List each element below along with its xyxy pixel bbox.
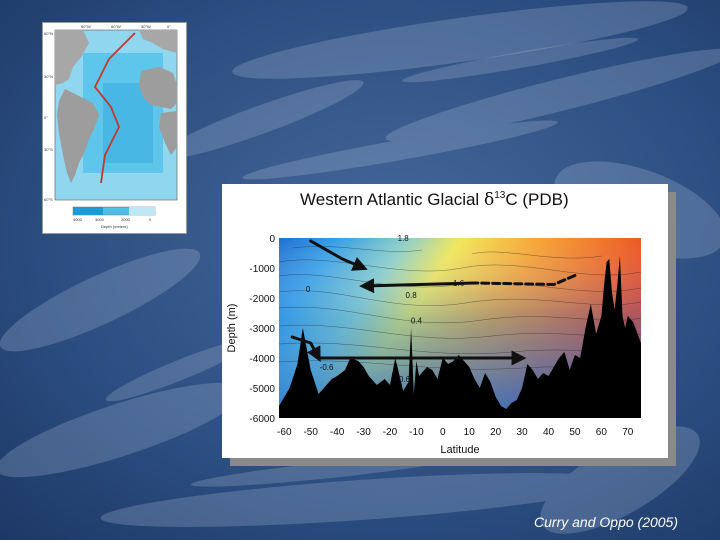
contour-label: 1.8 [398, 234, 410, 243]
colorbar-tick: 4000 [73, 217, 83, 222]
y-tick-label: -4000 [249, 354, 275, 365]
colorbar-label: Depth (meters) [101, 224, 128, 229]
circulation-arrows [290, 239, 577, 366]
y-tick-label: -2000 [249, 294, 275, 305]
atlantic-map-inset: 60°N 30°N 0° 30°S 60°S 90°W 60°W 30°W 0°… [42, 22, 187, 234]
x-tick-label: -30 [356, 427, 371, 438]
contour-lines [278, 246, 642, 370]
x-axis: -60 -50 -40 -30 -20 -10 0 10 20 30 40 50 60 70 [277, 427, 634, 438]
map-lat-label: 30°S [44, 147, 53, 152]
map-lon-label: 60°W [111, 24, 121, 29]
x-tick-label: 20 [490, 427, 502, 438]
x-tick-label: 30 [517, 427, 529, 438]
x-tick-label: -60 [277, 427, 292, 438]
y-tick-label: -5000 [249, 384, 275, 395]
x-axis-label: Latitude [440, 444, 479, 456]
x-tick-label: 40 [543, 427, 555, 438]
map-lon-label: 30°W [141, 24, 151, 29]
y-tick-label: -6000 [249, 414, 275, 425]
x-tick-label: 10 [464, 427, 476, 438]
x-tick-label: -50 [303, 427, 318, 438]
y-axis-label: Depth (m) [226, 304, 238, 353]
colorbar-tick: 0 [149, 217, 152, 222]
x-tick-label: -40 [330, 427, 345, 438]
map-lat-label: 0° [44, 115, 48, 120]
chart-panel: Western Atlantic Glacial δ13C (PDB) 1.8 0… [222, 184, 668, 458]
contour-label: -0.6 [320, 363, 334, 372]
westward-intermediate-arrow [359, 278, 476, 294]
y-axis: 0 -1000 -2000 -3000 -4000 -5000 -6000 [249, 234, 275, 425]
colorbar-tick: 2000 [121, 217, 131, 222]
y-tick-label: 0 [269, 234, 275, 245]
chart-title: Western Atlantic Glacial δ13C (PDB) [300, 190, 569, 210]
x-tick-label: 60 [596, 427, 608, 438]
northern-source-dashed-line [473, 274, 577, 286]
map-lat-label: 60°S [44, 197, 53, 202]
southward-descending-arrow [309, 239, 368, 271]
transect-line-icon [93, 32, 136, 184]
x-tick-label: -20 [383, 427, 398, 438]
y-tick-label: -3000 [249, 324, 275, 335]
plot-area: 1.800.80.41.6-0.6-0.6 [278, 234, 642, 418]
contour-label: 0 [306, 285, 311, 294]
map-lat-label: 30°N [44, 74, 53, 79]
x-tick-label: 0 [440, 427, 446, 438]
colorbar-tick: 3000 [95, 217, 105, 222]
map-lon-label: 90°W [81, 24, 91, 29]
x-tick-label: 50 [569, 427, 581, 438]
map-lat-label: 60°N [44, 31, 53, 36]
contour-label: 0.4 [411, 317, 423, 326]
contour-label: -0.6 [396, 375, 410, 384]
deep-southern-curve [290, 335, 321, 362]
x-tick-label: -10 [409, 427, 424, 438]
y-tick-label: -1000 [249, 264, 275, 275]
x-tick-label: 70 [622, 427, 634, 438]
contour-label: 0.8 [406, 291, 418, 300]
seafloor-profile [279, 256, 641, 418]
atlantic-map-icon [54, 29, 178, 201]
citation: Curry and Oppo (2005) [534, 514, 678, 530]
map-lon-label: 0° [167, 24, 171, 29]
